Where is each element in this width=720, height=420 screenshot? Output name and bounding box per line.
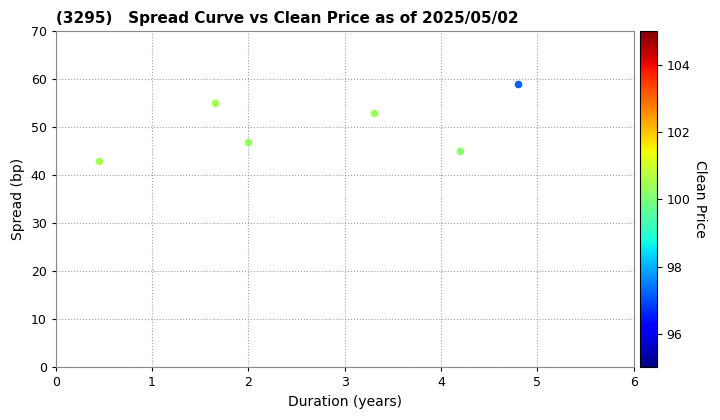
Y-axis label: Spread (bp): Spread (bp)	[11, 158, 25, 240]
Text: (3295)   Spread Curve vs Clean Price as of 2025/05/02: (3295) Spread Curve vs Clean Price as of…	[55, 11, 518, 26]
Point	[513, 81, 524, 88]
Point	[94, 158, 105, 164]
Point	[209, 100, 220, 107]
Point	[243, 139, 254, 145]
Point	[454, 148, 466, 155]
Y-axis label: Clean Price: Clean Price	[693, 160, 707, 238]
X-axis label: Duration (years): Duration (years)	[288, 395, 402, 409]
Point	[368, 110, 379, 116]
